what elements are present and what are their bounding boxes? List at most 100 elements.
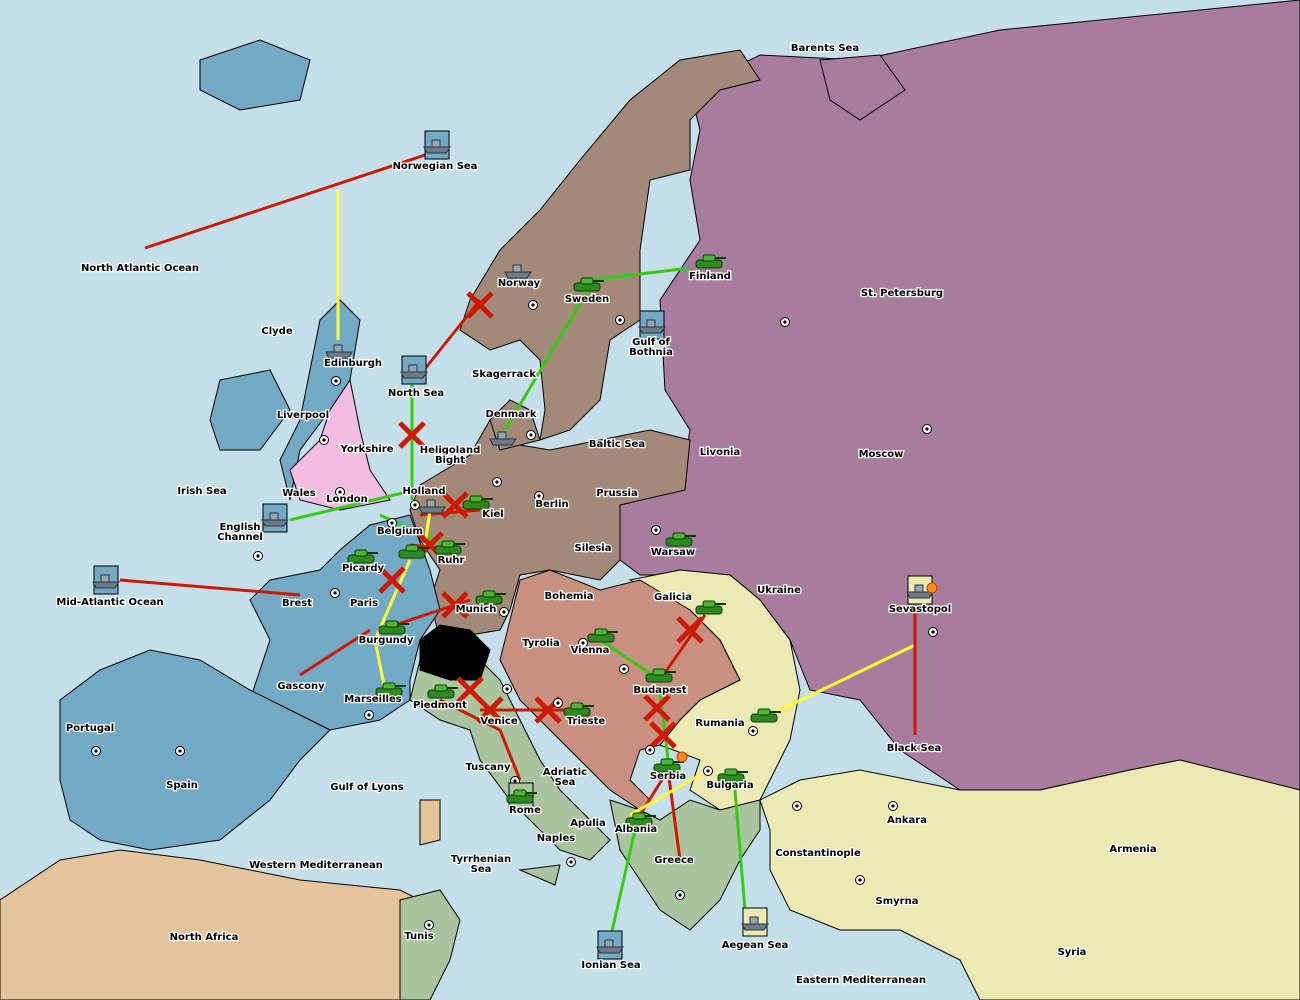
territory-label: Armenia bbox=[1109, 844, 1156, 855]
supply-center-icon bbox=[319, 435, 329, 445]
order-arrow bbox=[629, 773, 701, 817]
army-tank-icon[interactable] bbox=[375, 682, 406, 697]
territory-label: Vienna bbox=[571, 645, 610, 656]
failed-order-x-icon bbox=[649, 721, 677, 749]
army-tank-icon[interactable] bbox=[462, 495, 493, 510]
territory-label: North Sea bbox=[388, 388, 444, 399]
units-layer[interactable] bbox=[92, 130, 938, 960]
supply-center-icon bbox=[888, 801, 898, 811]
territory-label: Moscow bbox=[859, 449, 904, 460]
supply-center-icon bbox=[492, 477, 502, 487]
territory-label: Smyrna bbox=[876, 896, 919, 907]
fleet-ship-icon[interactable] bbox=[638, 310, 666, 340]
army-tank-icon[interactable] bbox=[563, 702, 594, 717]
failed-order-x-icon bbox=[398, 421, 426, 449]
territory-label: Belgium bbox=[377, 526, 423, 537]
army-tank-icon[interactable] bbox=[427, 684, 458, 699]
army-tank-icon[interactable] bbox=[398, 544, 429, 559]
territory-label: Piedmont bbox=[413, 700, 467, 711]
territory-turkey[interactable] bbox=[759, 759, 1300, 1000]
territory-tunis[interactable] bbox=[399, 889, 461, 1000]
fleet-ship-icon[interactable] bbox=[741, 907, 769, 937]
territory-label: Eastern Mediterranean bbox=[796, 975, 926, 986]
fleet-ship-icon[interactable] bbox=[261, 503, 289, 533]
army-tank-icon[interactable] bbox=[475, 590, 506, 605]
territory-austria[interactable] bbox=[499, 569, 741, 811]
territory-ireland[interactable] bbox=[209, 369, 291, 451]
territory-label: Berlin bbox=[535, 499, 568, 510]
army-tank-icon[interactable] bbox=[645, 668, 676, 683]
supply-center-icon bbox=[424, 920, 434, 930]
territory-sardinia[interactable] bbox=[419, 799, 441, 846]
army-tank-icon[interactable] bbox=[587, 628, 618, 643]
army-tank-icon[interactable] bbox=[347, 549, 378, 564]
order-arrow bbox=[589, 266, 691, 282]
supply-center-icon bbox=[703, 766, 713, 776]
territory-label: Wales bbox=[282, 488, 316, 499]
fleet-ship-icon[interactable] bbox=[489, 431, 517, 446]
army-tank-icon[interactable] bbox=[378, 620, 409, 635]
territory-label: Prussia bbox=[596, 488, 637, 499]
supply-center-icon bbox=[748, 726, 758, 736]
army-tank-icon[interactable] bbox=[653, 758, 684, 773]
territory-label: Adriatic Sea bbox=[543, 767, 587, 788]
territory-label: St. Petersburg bbox=[861, 288, 943, 299]
territory-label: Budapest bbox=[633, 685, 687, 696]
territory-label: Tyrrhenian Sea bbox=[451, 854, 511, 875]
territory-label: Sevastopol bbox=[889, 604, 951, 615]
army-tank-icon[interactable] bbox=[695, 254, 726, 269]
fleet-ship-icon[interactable] bbox=[92, 565, 120, 595]
supply-center-icon bbox=[553, 698, 563, 708]
supply-center-icon bbox=[91, 746, 101, 756]
territory-label: Norwegian Sea bbox=[393, 161, 478, 172]
territory-label: London bbox=[326, 494, 368, 505]
territory-label: Livonia bbox=[700, 447, 740, 458]
territory-label: Albania bbox=[615, 824, 657, 835]
territory-swiss[interactable] bbox=[419, 624, 491, 681]
supply-center-icon bbox=[566, 857, 576, 867]
territory-scandinavia[interactable] bbox=[459, 49, 761, 441]
failed-order-x-icon bbox=[456, 676, 484, 704]
fleet-ship-icon[interactable] bbox=[423, 130, 451, 160]
territory-africa[interactable] bbox=[0, 849, 421, 1000]
fleet-ship-icon[interactable] bbox=[596, 930, 624, 960]
army-tank-icon[interactable] bbox=[665, 532, 696, 547]
territory-label: English Channel bbox=[217, 522, 263, 543]
army-tank-icon[interactable] bbox=[717, 768, 748, 783]
territory-iberia[interactable] bbox=[59, 649, 331, 851]
fleet-ship-icon[interactable] bbox=[504, 264, 532, 279]
territory-iceland[interactable] bbox=[199, 39, 311, 111]
dislodged-burst-icon bbox=[676, 751, 688, 763]
supply-center-icon bbox=[619, 664, 629, 674]
territory-label: North Africa bbox=[170, 932, 239, 943]
army-tank-icon[interactable] bbox=[750, 708, 781, 723]
supply-center-icon bbox=[387, 518, 397, 528]
territory-label: Syria bbox=[1058, 947, 1087, 958]
supply-center-icon bbox=[502, 684, 512, 694]
army-tank-icon[interactable] bbox=[625, 812, 656, 827]
army-tank-icon[interactable] bbox=[506, 782, 537, 812]
territory-england[interactable] bbox=[289, 378, 391, 511]
army-tank-icon[interactable] bbox=[434, 540, 465, 555]
territory-russia-pen[interactable] bbox=[819, 54, 906, 121]
army-tank-icon[interactable] bbox=[695, 600, 726, 615]
territory-label: North Atlantic Ocean bbox=[81, 263, 199, 274]
fleet-ship-icon[interactable] bbox=[418, 499, 446, 514]
territory-sicily[interactable] bbox=[518, 864, 561, 886]
army-tank-icon[interactable] bbox=[573, 277, 604, 292]
territory-france[interactable] bbox=[249, 514, 441, 731]
fleet-ship-icon[interactable] bbox=[325, 344, 353, 359]
territory-label: Black Sea bbox=[887, 743, 942, 754]
territory-label: Baltic Sea bbox=[589, 439, 645, 450]
territory-balk-green[interactable] bbox=[609, 799, 761, 931]
territory-germany[interactable] bbox=[409, 419, 691, 641]
territory-label: Marseilles bbox=[344, 694, 401, 705]
territory-label: Ukraine bbox=[757, 585, 801, 596]
territory-label: Finland bbox=[689, 271, 731, 282]
territory-label: Edinburgh bbox=[324, 358, 382, 369]
territory-label: Liverpool bbox=[277, 410, 329, 421]
fleet-ship-icon[interactable] bbox=[400, 355, 428, 385]
